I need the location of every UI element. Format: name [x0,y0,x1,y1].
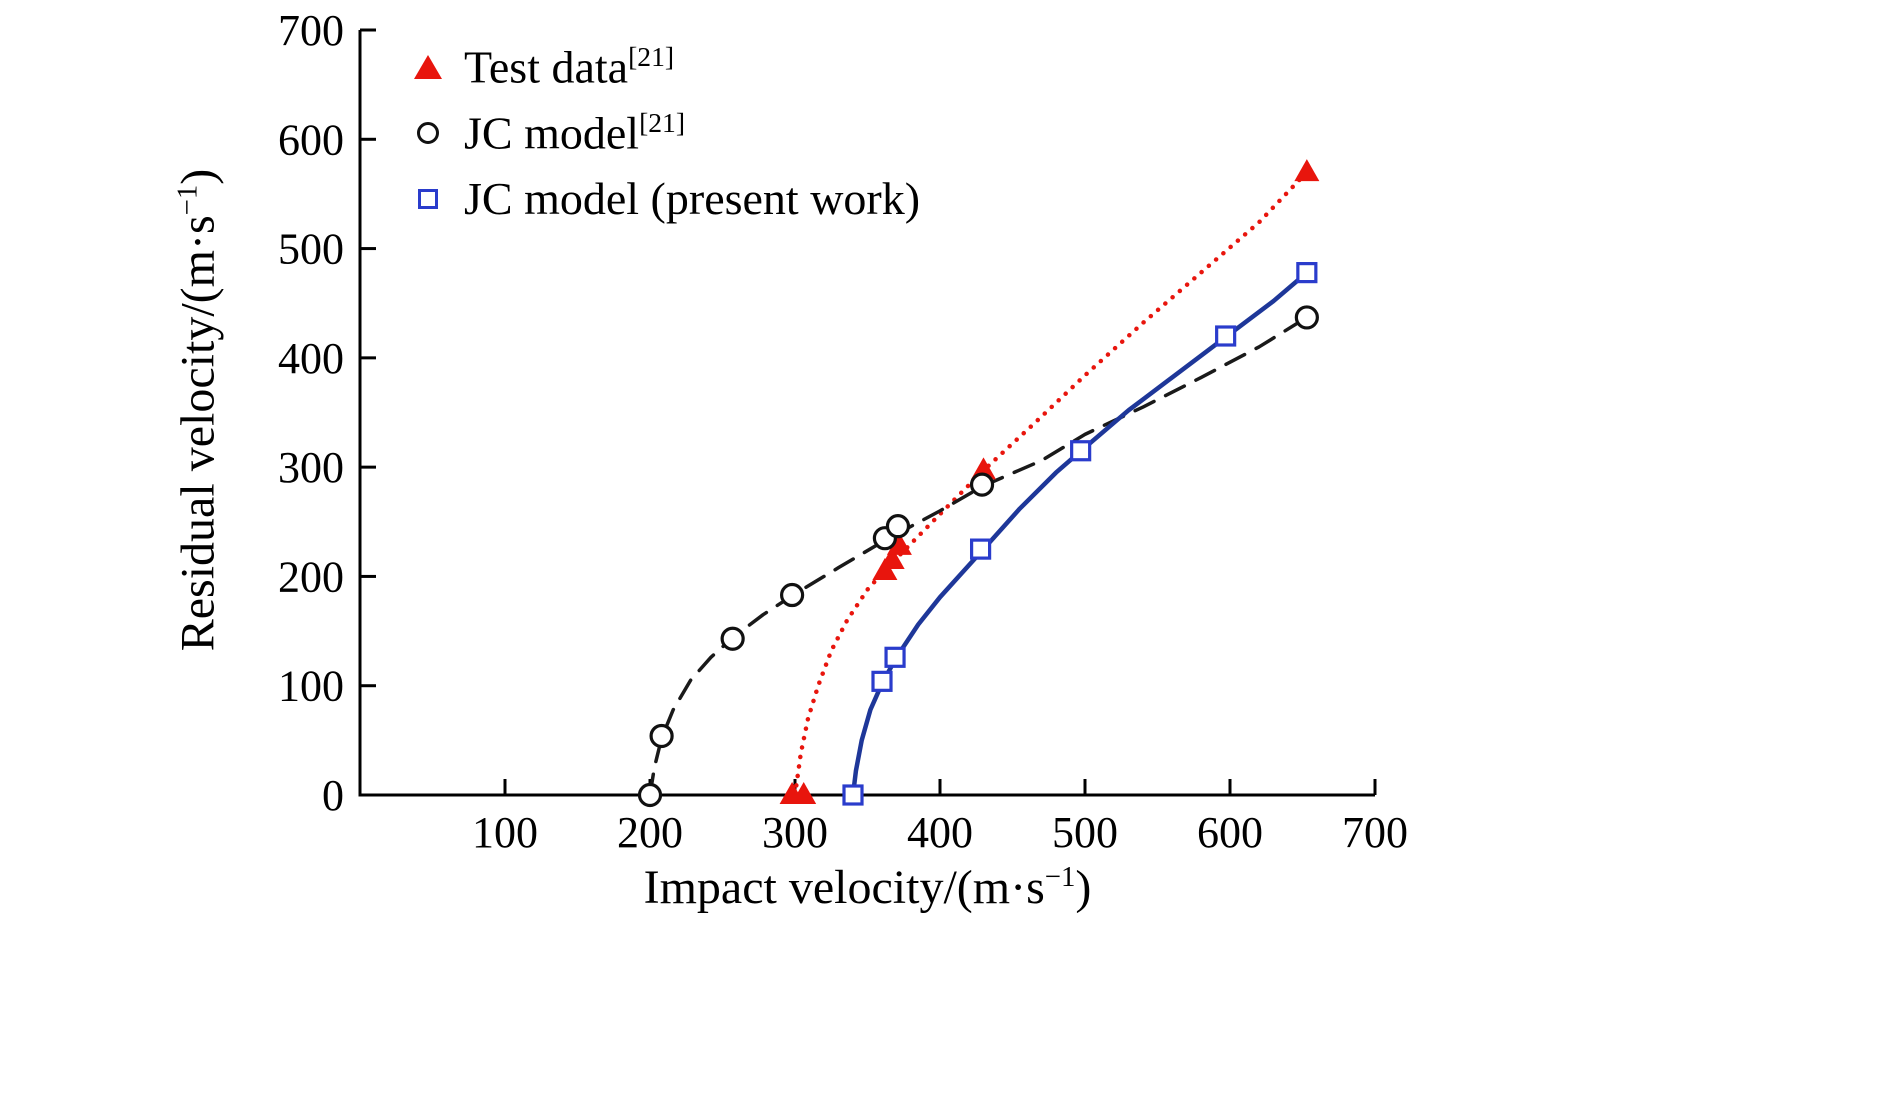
y-tick-label: 400 [278,334,344,383]
x-tick-label: 100 [472,808,538,857]
legend-marker-box [408,54,448,79]
legend-square-icon [418,188,438,209]
marker-square [1296,262,1318,284]
marker-square [969,538,992,560]
y-tick-label: 500 [278,225,344,274]
legend-marker-box [408,121,448,144]
legend-circle-icon [417,121,439,144]
chart-legend: Test data[21] JC model[21] JC model (prese… [408,38,920,227]
marker-triangle [1294,159,1320,182]
marker-circle [1294,305,1319,330]
x-tick-label: 700 [1342,808,1408,857]
y-tick-label: 700 [278,6,344,55]
marker-triangle [879,547,905,570]
y-tick-label: 200 [278,552,344,601]
marker-circle [779,582,805,608]
x-tick-label: 200 [617,808,683,857]
marker-square [884,646,906,668]
legend-label: JC model[21] [464,106,686,159]
x-axis-label-text: Impact velocity/(m·s [643,861,1045,914]
y-tick-label: 600 [278,115,344,164]
legend-triangle-icon [414,54,442,79]
marker-square [871,670,893,692]
marker-triangle [886,532,912,555]
marker-circle [885,514,911,539]
y-axis-label: Residual velocity/(m·s−1) [171,169,226,652]
x-axis-label: Impact velocity/(m·s−1) [360,860,1375,915]
legend-item: JC model (present work) [408,170,920,227]
legend-marker-box [408,188,448,209]
x-tick-label: 600 [1197,808,1263,857]
x-axis-label-sup: −1 [1044,861,1076,893]
y-axis-label-text: Residual velocity/(m·s [171,215,225,652]
marker-circle [969,472,995,497]
marker-triangle [791,782,817,804]
series-line-2 [850,270,1310,798]
marker-circle [720,626,745,651]
marker-square [1215,325,1237,347]
x-tick-label: 300 [762,808,828,857]
marker-square [842,784,864,806]
x-tick-label: 500 [1052,808,1118,857]
legend-label: JC model (present work) [464,172,921,224]
y-tick-label: 0 [322,771,344,820]
legend-item: JC model[21] [408,104,920,161]
y-axis-label-sup: −1 [171,184,204,216]
marker-square [1070,440,1092,462]
legend-label: Test data[21] [464,40,675,93]
marker-circle [649,723,674,749]
y-axis-label-close: ) [171,168,225,185]
marker-circle [637,782,663,808]
x-tick-label: 400 [907,808,973,857]
legend-item: Test data[21] [408,38,920,95]
x-axis-label-close: ) [1075,861,1092,914]
series-line-1 [648,315,1309,797]
y-tick-label: 300 [278,443,344,492]
y-tick-label: 100 [278,662,344,711]
